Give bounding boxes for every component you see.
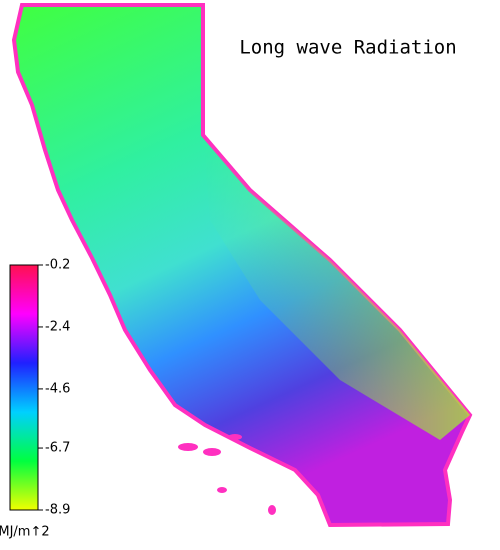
legend-tick-label: -6.7 <box>45 441 70 456</box>
inland-tint <box>203 135 470 440</box>
islands <box>178 434 276 515</box>
color-legend: MJ/m↑2 -0.2 -2.4 -4.6 -6.7 -8.9 <box>0 258 70 540</box>
legend-tick-label: -2.4 <box>45 319 70 334</box>
legend-tick-label: -8.9 <box>45 503 70 518</box>
legend-unit: MJ/m↑2 <box>0 525 50 540</box>
color-bar <box>9 264 39 511</box>
legend-tick-label: -4.6 <box>45 381 70 396</box>
map-title: Long wave Radiation <box>239 37 456 59</box>
legend-tick-label: -0.2 <box>45 258 70 273</box>
